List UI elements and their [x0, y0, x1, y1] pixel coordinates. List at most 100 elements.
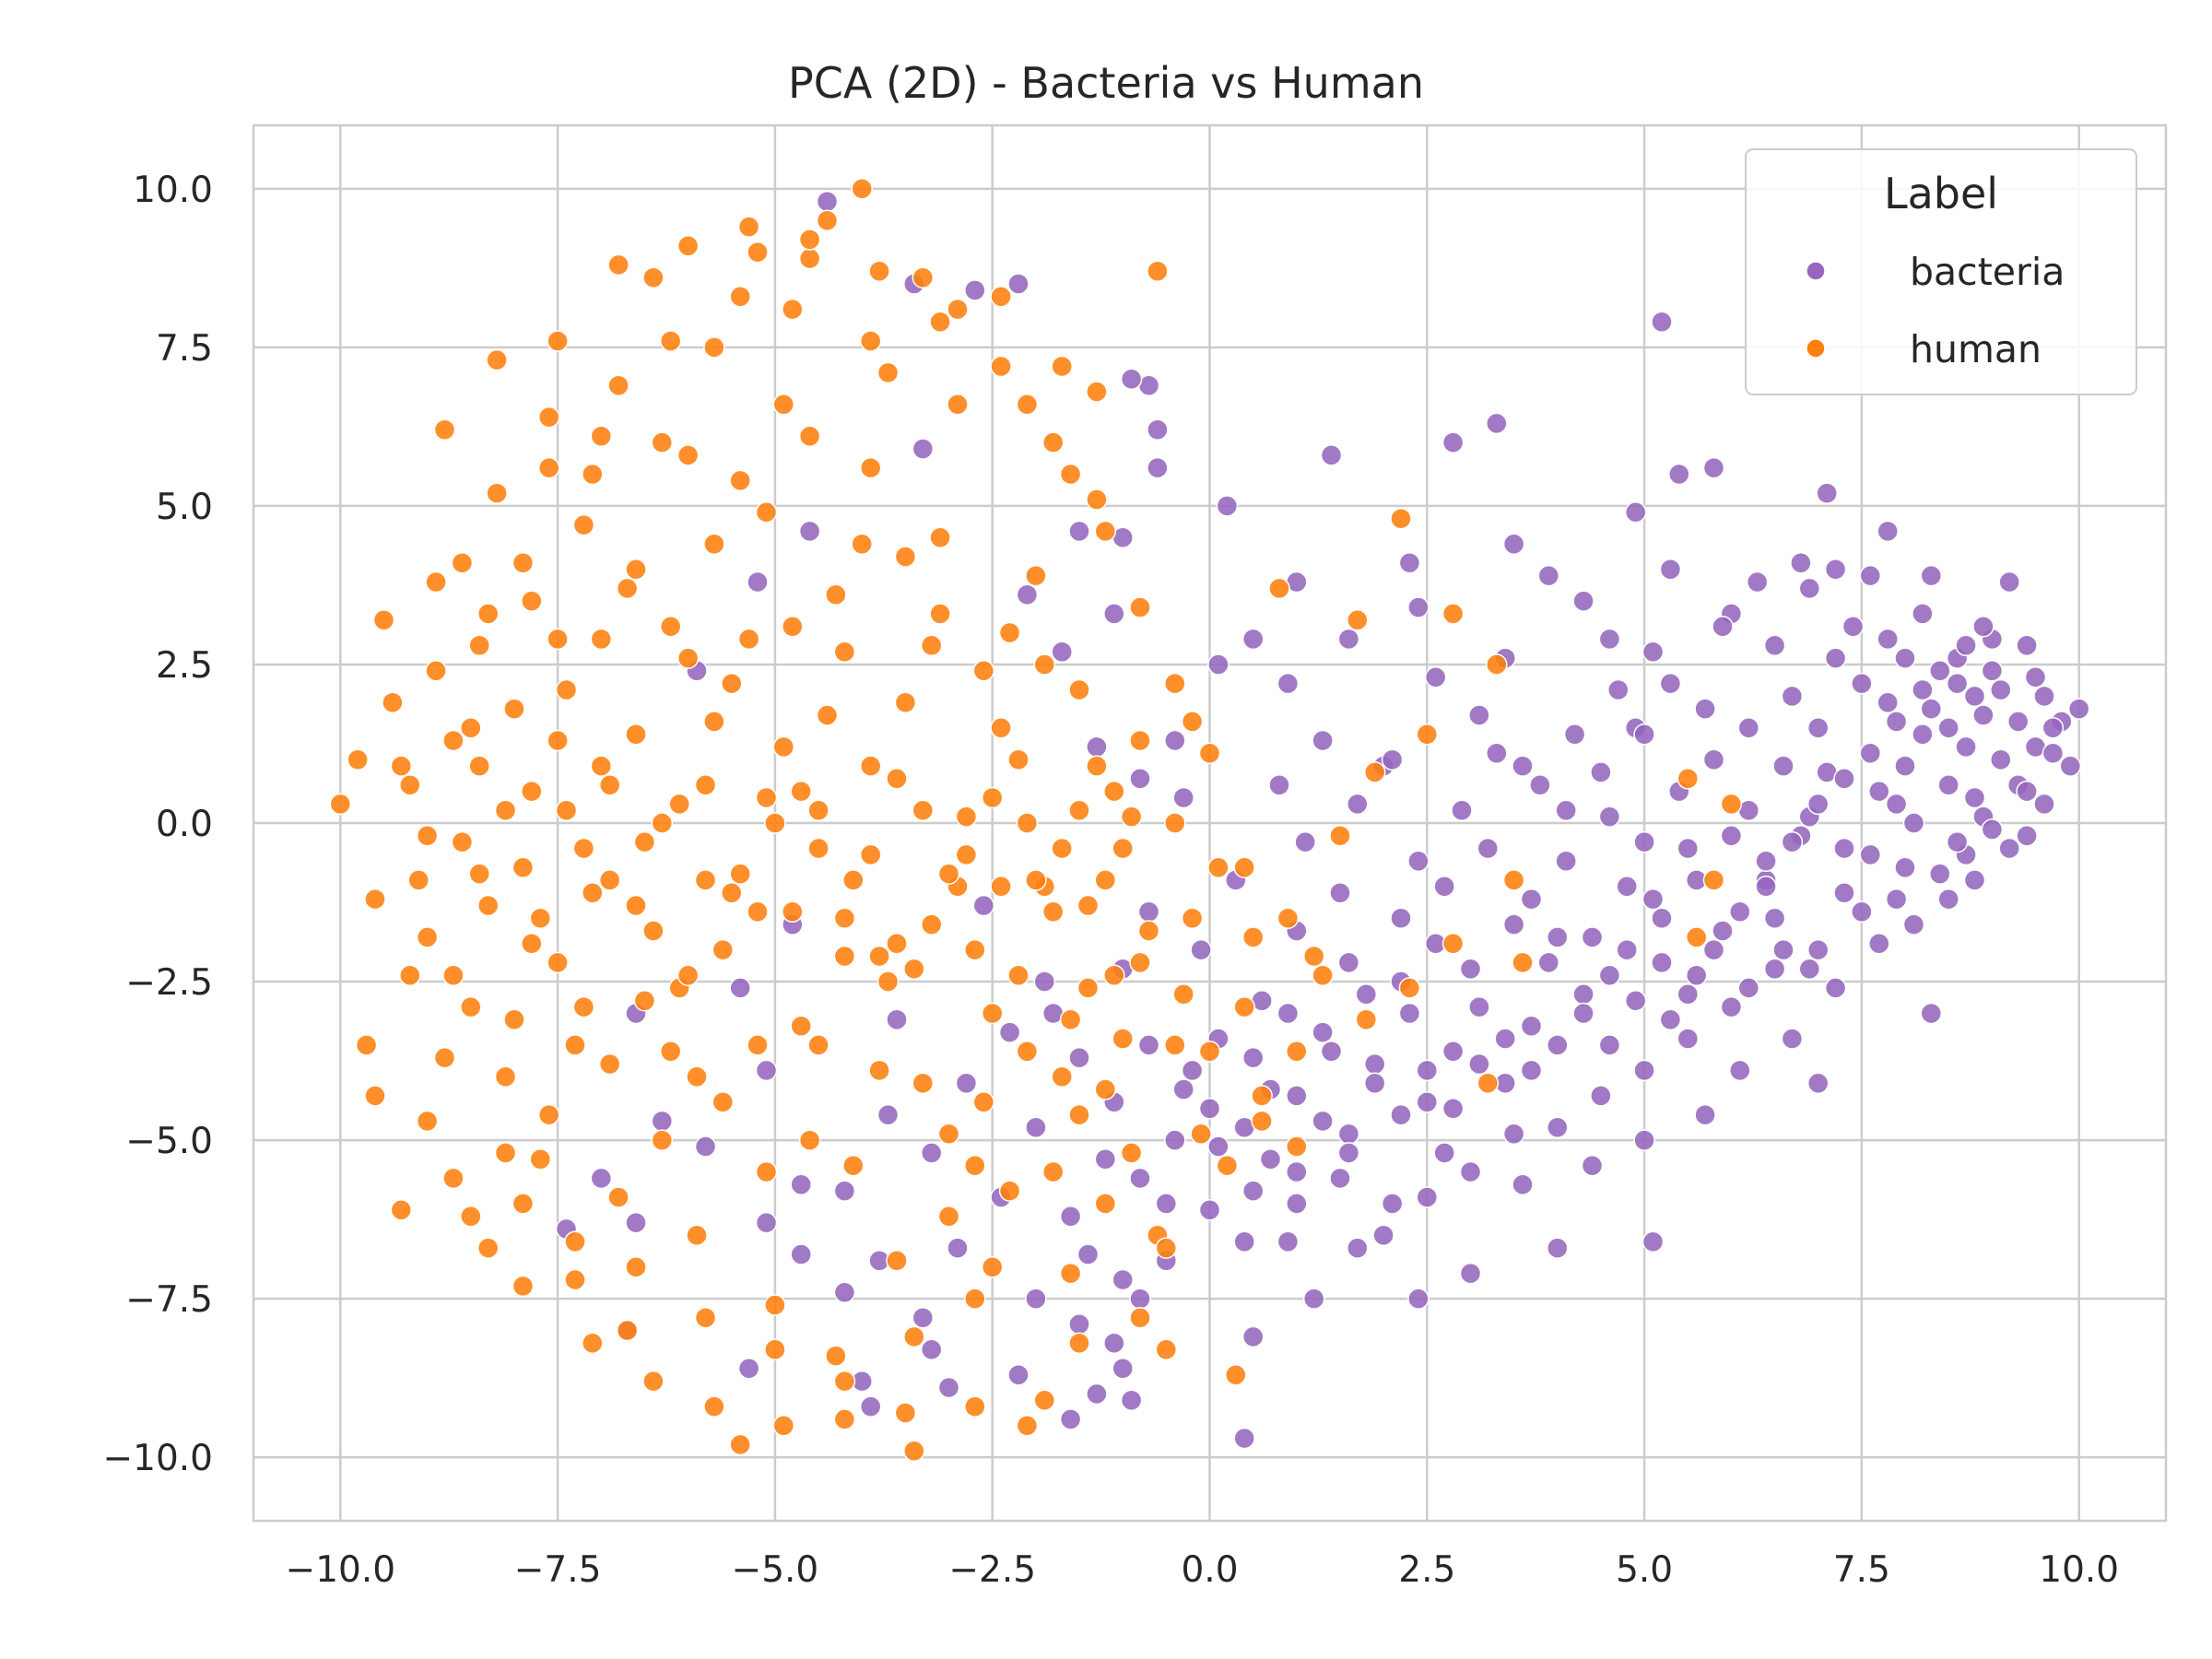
data-point-human [1086, 488, 1108, 511]
data-point-bacteria [1633, 1059, 1655, 1082]
data-point-bacteria [1459, 1262, 1482, 1285]
data-point-bacteria [1937, 773, 1959, 796]
data-point-human [494, 1065, 517, 1088]
data-point-bacteria [1312, 1110, 1334, 1133]
data-point-human [433, 418, 456, 441]
data-point-human [564, 1230, 586, 1253]
data-point-bacteria [1094, 1147, 1117, 1171]
data-point-bacteria [2041, 717, 2065, 739]
data-point-human [859, 755, 882, 777]
data-point-human [1277, 907, 1300, 929]
data-point-human [416, 825, 439, 847]
data-point-bacteria [1137, 900, 1160, 924]
data-point-bacteria [1512, 755, 1534, 777]
data-point-human [512, 552, 535, 574]
data-point-bacteria [1355, 983, 1378, 1006]
data-point-bacteria [1347, 1237, 1369, 1259]
data-point-human [625, 723, 647, 746]
data-point-bacteria [1729, 1059, 1751, 1082]
data-point-human [1164, 672, 1186, 695]
data-point-human [859, 456, 882, 479]
data-point-human [903, 1440, 925, 1463]
data-point-bacteria [1824, 977, 1847, 999]
data-point-bacteria [1598, 628, 1621, 651]
data-point-human [433, 1046, 456, 1069]
data-point-human [425, 571, 447, 594]
data-point-bacteria [1746, 571, 1769, 594]
data-point-human [347, 748, 369, 771]
data-point-bacteria [1051, 641, 1073, 663]
data-point-human [833, 641, 856, 663]
data-point-bacteria [1937, 717, 1959, 739]
data-point-human [947, 394, 969, 416]
data-point-human [903, 1325, 925, 1348]
data-point-bacteria [1877, 520, 1899, 543]
data-point-human [1094, 520, 1117, 543]
data-point-human [755, 1160, 778, 1183]
data-point-bacteria [1241, 628, 1265, 651]
data-point-bacteria [2024, 665, 2047, 688]
data-point-bacteria [1241, 1180, 1265, 1202]
data-point-human [1094, 869, 1117, 891]
data-point-bacteria [1998, 571, 2020, 594]
data-point-bacteria [1868, 780, 1890, 803]
data-point-bacteria [1277, 1002, 1300, 1025]
data-point-human [747, 1034, 769, 1056]
data-point-human [494, 799, 517, 821]
data-point-human [1164, 1034, 1186, 1056]
data-point-human [703, 533, 725, 555]
data-point-human [747, 241, 769, 264]
data-point-bacteria [1120, 368, 1143, 391]
x-tick-label: −2.5 [948, 1549, 1036, 1591]
data-point-human [468, 634, 490, 657]
data-point-human [964, 1154, 986, 1177]
data-point-bacteria [1990, 748, 2012, 771]
data-point-bacteria [625, 1211, 647, 1234]
data-point-human [747, 900, 769, 924]
data-point-bacteria [1737, 977, 1760, 999]
data-point-human [582, 881, 604, 904]
data-point-human [1251, 1085, 1273, 1107]
data-point-human [512, 1275, 535, 1298]
data-point-bacteria [1494, 1028, 1516, 1050]
data-point-human [981, 1002, 1004, 1025]
data-point-bacteria [1390, 907, 1412, 929]
data-point-human [825, 1345, 847, 1367]
data-point-human [1702, 869, 1725, 891]
data-point-bacteria [912, 1307, 935, 1329]
data-point-bacteria [1772, 755, 1794, 777]
data-point-bacteria [1720, 825, 1743, 847]
data-point-human [668, 793, 690, 816]
data-point-human [929, 526, 951, 549]
data-point-bacteria [1433, 876, 1455, 898]
data-point-bacteria [1468, 995, 1490, 1018]
data-point-human [1486, 653, 1508, 676]
data-point-bacteria [1502, 533, 1525, 555]
data-point-human [833, 1408, 856, 1430]
data-point-human [703, 1395, 725, 1418]
data-point-bacteria [1763, 634, 1786, 657]
data-point-human [1068, 678, 1090, 701]
data-point-bacteria [1537, 564, 1560, 587]
data-point-human [442, 1167, 465, 1190]
data-point-human [625, 558, 647, 581]
data-point-bacteria [1702, 938, 1725, 961]
data-point-human [1164, 812, 1186, 834]
data-point-bacteria [1181, 1059, 1204, 1082]
data-point-bacteria [920, 1142, 943, 1164]
data-point-human [451, 552, 474, 574]
data-point-human [598, 773, 621, 796]
data-point-bacteria [1112, 1358, 1134, 1380]
data-point-human [1286, 1040, 1308, 1063]
data-point-bacteria [1529, 773, 1551, 796]
data-point-human [590, 755, 613, 777]
y-tick-label: 7.5 [156, 328, 213, 370]
data-point-human [521, 933, 543, 955]
data-point-bacteria [1337, 628, 1360, 651]
data-point-bacteria [1824, 558, 1847, 581]
data-point-human [607, 374, 629, 396]
data-point-human [1685, 926, 1708, 948]
data-point-human [772, 394, 795, 416]
data-point-human [1007, 748, 1030, 771]
data-point-bacteria [1712, 920, 1734, 942]
